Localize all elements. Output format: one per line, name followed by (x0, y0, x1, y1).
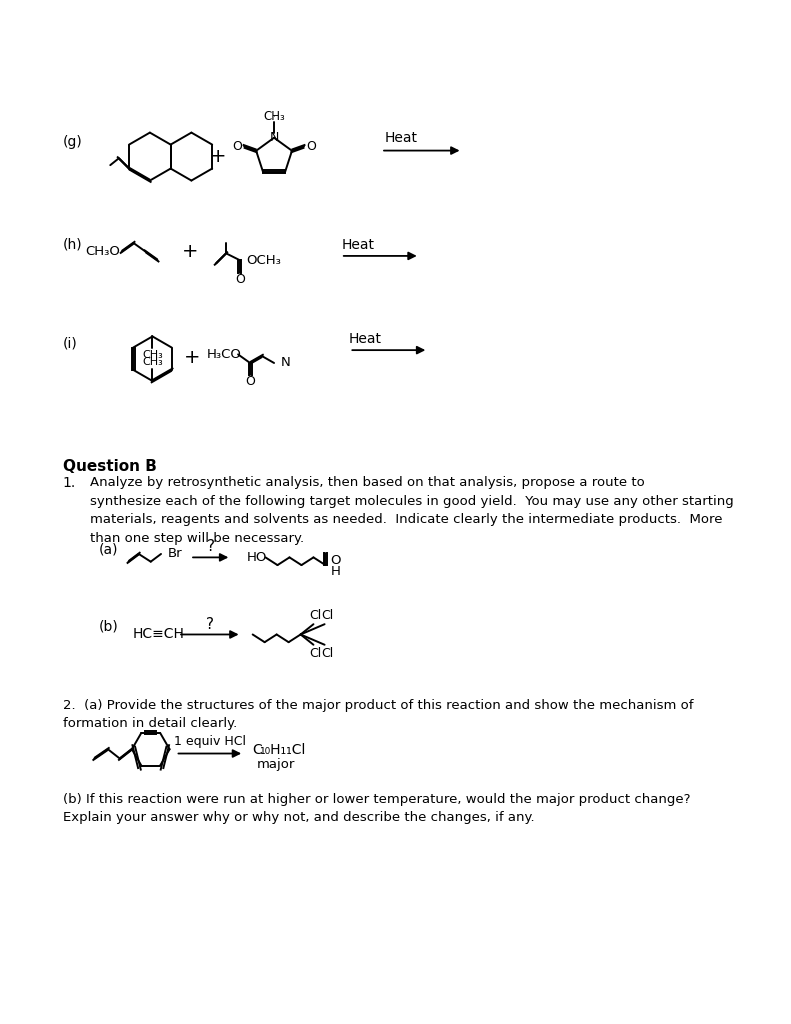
Text: Cl: Cl (309, 647, 321, 659)
Text: Br: Br (168, 548, 183, 560)
Text: Heat: Heat (348, 332, 381, 346)
Text: +: + (184, 348, 200, 368)
Text: (i): (i) (62, 336, 78, 350)
Text: (b) If this reaction were run at higher or lower temperature, would the major pr: (b) If this reaction were run at higher … (62, 793, 690, 824)
Text: CH₃: CH₃ (263, 110, 285, 123)
Text: H₃CO: H₃CO (206, 348, 241, 360)
Text: O: O (306, 140, 316, 153)
Text: C: C (252, 743, 263, 757)
Text: (h): (h) (62, 238, 82, 252)
Text: N: N (270, 131, 278, 144)
Text: O: O (233, 140, 242, 153)
Text: Heat: Heat (384, 131, 418, 144)
Text: O: O (245, 376, 255, 388)
Text: HC≡CH: HC≡CH (133, 628, 184, 641)
Text: major: major (257, 758, 295, 771)
Text: Cl: Cl (321, 647, 334, 659)
Text: 1.: 1. (62, 476, 76, 490)
Text: HO: HO (247, 551, 267, 564)
Text: +: + (210, 147, 227, 166)
Text: ?: ? (206, 539, 214, 554)
Text: ₁₀H₁₁Cl: ₁₀H₁₁Cl (259, 743, 305, 757)
Text: Question B: Question B (62, 459, 157, 474)
Text: (b): (b) (99, 620, 118, 634)
Text: CH₃O: CH₃O (85, 245, 120, 258)
Text: N: N (281, 356, 290, 370)
Text: 2.  (a) Provide the structures of the major product of this reaction and show th: 2. (a) Provide the structures of the maj… (62, 698, 693, 730)
Text: H: H (331, 564, 340, 578)
Text: Cl: Cl (321, 609, 334, 623)
Text: O: O (235, 272, 244, 286)
Text: Cl: Cl (309, 609, 321, 623)
Text: CH₃: CH₃ (142, 357, 163, 368)
Text: ?: ? (206, 616, 214, 632)
Text: +: + (182, 242, 199, 261)
Text: 1 equiv HCl: 1 equiv HCl (174, 735, 246, 748)
Text: OCH₃: OCH₃ (247, 254, 282, 266)
Text: O: O (331, 554, 341, 567)
Text: CH₃: CH₃ (142, 350, 163, 360)
Text: (g): (g) (62, 135, 82, 150)
Text: Analyze by retrosynthetic analysis, then based on that analysis, propose a route: Analyze by retrosynthetic analysis, then… (90, 476, 734, 545)
Text: (a): (a) (99, 543, 118, 557)
Text: Heat: Heat (342, 238, 374, 252)
